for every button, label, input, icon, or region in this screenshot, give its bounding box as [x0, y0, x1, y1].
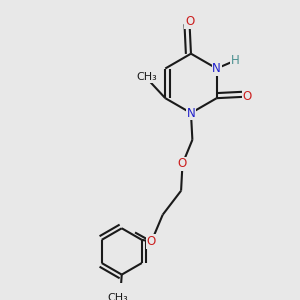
Text: N: N	[212, 62, 221, 75]
Text: O: O	[147, 235, 156, 248]
Text: N: N	[187, 106, 195, 119]
Text: H: H	[231, 54, 240, 67]
Text: O: O	[185, 15, 194, 28]
Text: O: O	[178, 158, 187, 170]
Text: CH₃: CH₃	[107, 293, 128, 300]
Text: O: O	[242, 90, 252, 103]
Text: CH₃: CH₃	[136, 72, 157, 82]
